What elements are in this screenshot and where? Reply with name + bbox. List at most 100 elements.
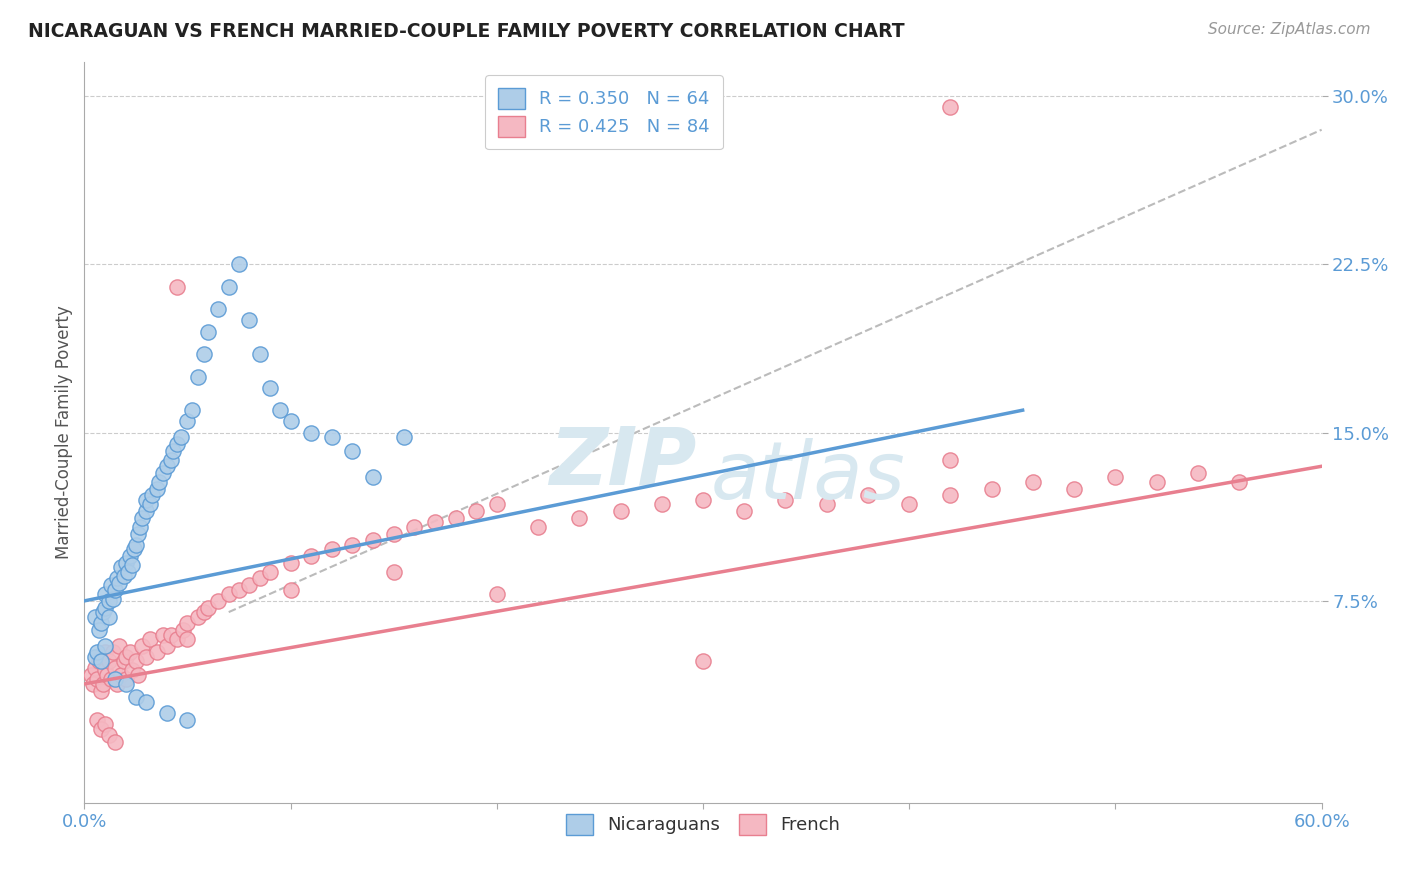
Point — [152, 466, 174, 480]
Point — [815, 497, 838, 511]
Point — [160, 452, 183, 467]
Point — [775, 492, 797, 507]
Point — [83, 650, 105, 665]
Y-axis label: Married-Couple Family Poverty: Married-Couple Family Poverty — [55, 306, 73, 559]
Point — [187, 369, 209, 384]
Point — [135, 695, 157, 709]
Point — [238, 578, 260, 592]
Point — [1227, 475, 1250, 489]
Point — [176, 616, 198, 631]
Point — [118, 645, 141, 659]
Point — [139, 497, 162, 511]
Point — [162, 443, 184, 458]
Point — [180, 403, 202, 417]
Point — [207, 302, 229, 317]
Point — [127, 526, 149, 541]
Point — [404, 520, 426, 534]
Point — [280, 414, 302, 428]
Point — [108, 639, 131, 653]
Point — [94, 600, 117, 615]
Text: atlas: atlas — [711, 438, 905, 516]
Point — [125, 655, 148, 669]
Point — [112, 655, 135, 669]
Point — [939, 100, 962, 114]
Point — [141, 488, 163, 502]
Point — [83, 661, 105, 675]
Point — [1022, 475, 1045, 489]
Point — [269, 403, 291, 417]
Point — [90, 655, 112, 669]
Point — [105, 677, 128, 691]
Point — [79, 668, 101, 682]
Point — [166, 280, 188, 294]
Point — [122, 542, 145, 557]
Text: NICARAGUAN VS FRENCH MARRIED-COUPLE FAMILY POVERTY CORRELATION CHART: NICARAGUAN VS FRENCH MARRIED-COUPLE FAMI… — [28, 22, 904, 41]
Point — [90, 650, 112, 665]
Point — [94, 717, 117, 731]
Point — [342, 538, 364, 552]
Point — [392, 430, 415, 444]
Point — [86, 713, 108, 727]
Point — [121, 558, 143, 572]
Point — [361, 533, 384, 548]
Point — [131, 511, 153, 525]
Point — [485, 587, 508, 601]
Point — [1146, 475, 1168, 489]
Point — [135, 504, 157, 518]
Point — [249, 571, 271, 585]
Point — [114, 650, 136, 665]
Point — [114, 556, 136, 570]
Point — [104, 735, 127, 749]
Point — [156, 639, 179, 653]
Point — [98, 609, 121, 624]
Point — [299, 549, 322, 563]
Point — [228, 257, 250, 271]
Point — [382, 526, 405, 541]
Point — [104, 582, 127, 597]
Point — [83, 609, 105, 624]
Point — [104, 673, 127, 687]
Point — [117, 565, 139, 579]
Point — [176, 632, 198, 646]
Point — [172, 623, 194, 637]
Point — [197, 325, 219, 339]
Point — [110, 668, 132, 682]
Point — [176, 713, 198, 727]
Point — [1104, 470, 1126, 484]
Point — [108, 576, 131, 591]
Point — [176, 414, 198, 428]
Point — [156, 459, 179, 474]
Point — [856, 488, 879, 502]
Point — [170, 430, 193, 444]
Point — [98, 655, 121, 669]
Point — [939, 452, 962, 467]
Point — [121, 664, 143, 678]
Point — [145, 645, 167, 659]
Point — [114, 677, 136, 691]
Point — [166, 632, 188, 646]
Point — [193, 605, 215, 619]
Point — [87, 623, 110, 637]
Point — [259, 381, 281, 395]
Point — [91, 677, 114, 691]
Point — [86, 673, 108, 687]
Point — [103, 591, 125, 606]
Point — [193, 347, 215, 361]
Point — [485, 497, 508, 511]
Point — [568, 511, 591, 525]
Point — [125, 690, 148, 705]
Point — [90, 722, 112, 736]
Point — [465, 504, 488, 518]
Point — [125, 538, 148, 552]
Point — [148, 475, 170, 489]
Point — [187, 609, 209, 624]
Point — [100, 578, 122, 592]
Point — [86, 645, 108, 659]
Point — [207, 594, 229, 608]
Point — [156, 706, 179, 720]
Point — [361, 470, 384, 484]
Point — [280, 556, 302, 570]
Point — [129, 520, 152, 534]
Point — [238, 313, 260, 327]
Point — [692, 655, 714, 669]
